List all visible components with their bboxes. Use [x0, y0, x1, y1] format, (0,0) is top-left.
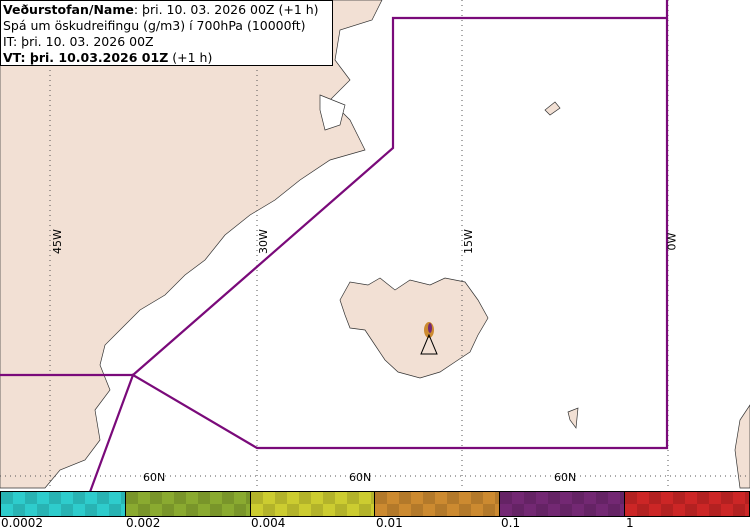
volcano-marker-icon	[420, 333, 438, 355]
title-line-3: IT: þri. 10. 03. 2026 00Z	[3, 34, 154, 49]
legend-label: 0.002	[126, 516, 161, 530]
lon-label: 45W	[50, 229, 64, 254]
color-legend	[0, 491, 750, 517]
title-line-2: Spá um öskudreifingu (g/m3) í 700hPa (10…	[3, 18, 306, 33]
legend-label: 0.0002	[1, 516, 43, 530]
ash-warning-boundary	[0, 0, 669, 492]
valid-time: VT: þri. 10.03.2026 01Z	[3, 50, 169, 65]
forecast-info-box: Veðurstofan/Name: þri. 10. 03. 2026 00Z …	[0, 0, 333, 66]
run-time: : þri. 10. 03. 2026 00Z (+1 h)	[133, 2, 319, 17]
lat-label: 60N	[349, 471, 372, 484]
legend-label: 0.004	[251, 516, 286, 530]
legend-swatch	[625, 492, 749, 516]
title-line-1: Veðurstofan/Name: þri. 10. 03. 2026 00Z …	[3, 2, 330, 18]
lon-label: 0W	[665, 232, 679, 251]
legend-swatch	[1, 492, 126, 516]
lat-label: 60N	[143, 471, 166, 484]
legend-swatch	[125, 492, 251, 516]
legend-label: 1	[626, 516, 634, 530]
source-name: Veðurstofan/Name	[3, 2, 134, 17]
legend-swatch	[250, 492, 376, 516]
svalbard-island	[544, 101, 561, 116]
norway-land	[734, 404, 750, 489]
greenland-fjord	[319, 94, 346, 131]
legend-label: 0.1	[501, 516, 521, 530]
faroe-islands	[567, 407, 579, 429]
ash-plume-core	[428, 323, 432, 333]
legend-swatch	[375, 492, 501, 516]
lon-label: 30W	[256, 229, 270, 254]
lat-label: 60N	[554, 471, 577, 484]
map-canvas	[0, 0, 750, 492]
title-line-4: VT: þri. 10.03.2026 01Z (+1 h)	[3, 50, 330, 66]
iceland-land	[339, 277, 489, 379]
lon-label: 15W	[461, 229, 475, 254]
lead-time: (+1 h)	[168, 50, 213, 65]
legend-label: 0.01	[376, 516, 403, 530]
legend-swatch	[500, 492, 626, 516]
greenland-land	[0, 0, 383, 489]
